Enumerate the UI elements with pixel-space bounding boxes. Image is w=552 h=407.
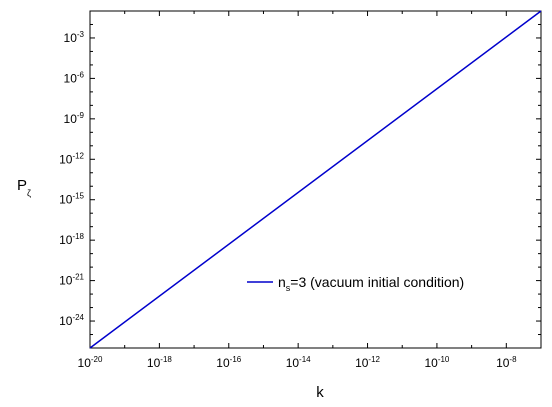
y-tick-label: 10-6 — [64, 70, 85, 85]
y-tick-label: 10-15 — [59, 192, 84, 207]
x-tick-label: 10-18 — [147, 355, 172, 370]
x-axis-ticks: 10-20 10-18 10-16 10-14 10-12 10-10 10-8 — [78, 11, 517, 370]
x-tick-label: 10-14 — [286, 355, 311, 370]
y-tick-label: 10-3 — [64, 30, 85, 45]
plot-frame — [89, 10, 542, 349]
legend-label-rest: =3 (vacuum initial condition) — [290, 274, 464, 290]
y-tick-label: 10-9 — [64, 111, 85, 126]
y-axis-ticks: 10-24 10-21 10-18 10-15 10-12 10-9 10-6 10-3 — [59, 10, 541, 349]
legend-label-subscript: s — [286, 283, 291, 293]
x-tick-label: 10-12 — [355, 355, 380, 370]
series-line — [89, 10, 542, 349]
y-axis-title-main: P — [17, 177, 27, 194]
y-axis-title-subscript: ζ — [27, 188, 31, 198]
y-tick-label: 10-12 — [59, 151, 84, 166]
x-tick-label: 10-8 — [496, 355, 517, 370]
y-tick-label: 10-21 — [59, 273, 84, 288]
x-axis-title: k — [316, 384, 324, 401]
legend-label-main: n — [278, 274, 286, 290]
x-tick-label: 10-10 — [424, 355, 449, 370]
legend-label: ns=3 (vacuum initial condition) — [278, 274, 464, 293]
legend: ns=3 (vacuum initial condition) — [247, 274, 464, 293]
y-tick-label: 10-18 — [59, 232, 84, 247]
series-layer — [89, 10, 542, 349]
y-tick-label: 10-24 — [59, 313, 84, 328]
y-axis-title: Pζ — [17, 177, 31, 198]
x-tick-label: 10-20 — [78, 355, 103, 370]
x-tick-label: 10-16 — [216, 355, 241, 370]
